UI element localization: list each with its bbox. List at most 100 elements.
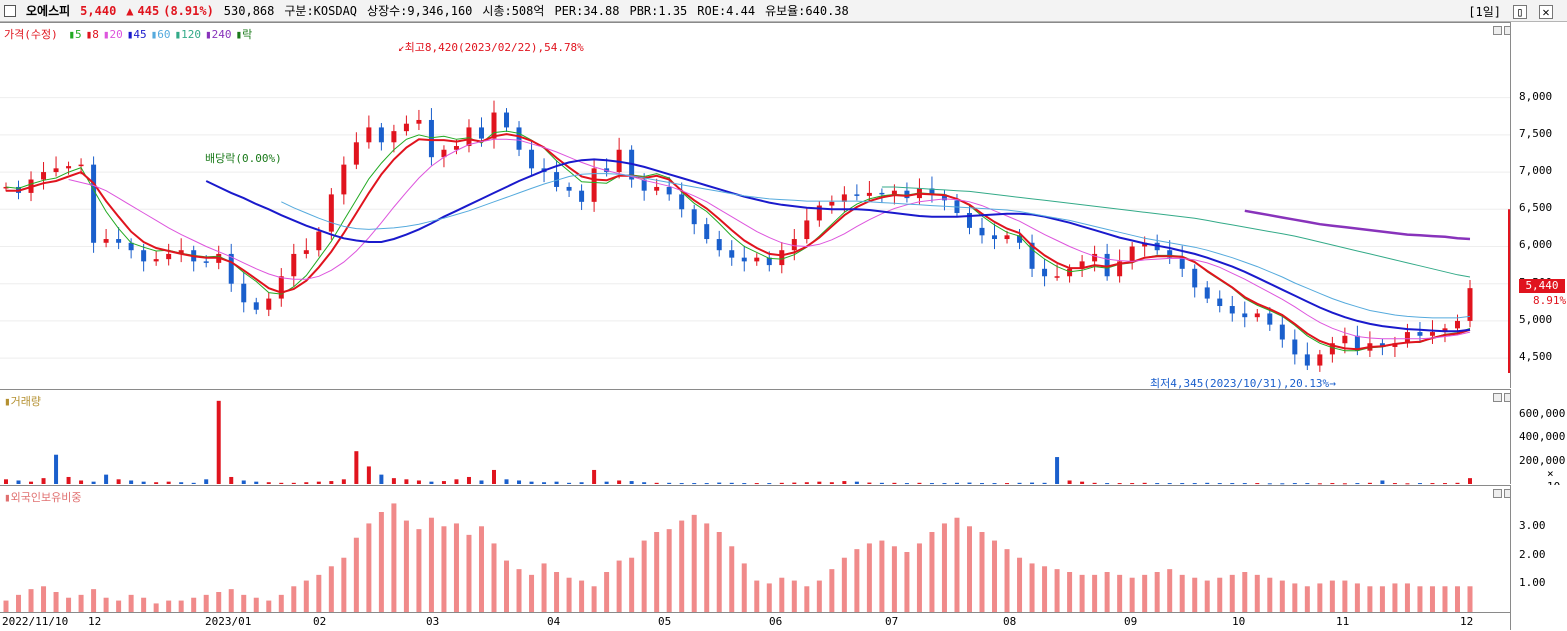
volume-bar-45 (567, 482, 572, 484)
volume-bar-110 (1380, 480, 1385, 484)
volume-bar-94 (1180, 483, 1185, 485)
volume-bar-104 (1305, 483, 1310, 485)
candle-body-75 (941, 194, 947, 201)
foreign-bar-36 (453, 523, 459, 612)
foreign-bar-109 (1367, 586, 1373, 612)
foreign-bar-60 (754, 580, 760, 612)
foreign-bar-53 (666, 529, 672, 612)
volume-bar-13 (166, 481, 171, 484)
foreign-bar-27 (341, 557, 347, 612)
select-checkbox[interactable] (4, 4, 16, 17)
candle-body-113 (1417, 332, 1423, 336)
foreign-bar-106 (1329, 580, 1335, 612)
legend-ma-0[interactable]: ▮5 (68, 28, 82, 41)
price-legend: 가격(수정) ▮5 ▮8 ▮20 ▮45 ▮60 ▮120 ▮240 ▮락 (4, 26, 256, 42)
volume-pane-minimize-icon[interactable] (1493, 393, 1502, 402)
volume-bar-78 (980, 483, 984, 485)
volume-bar-82 (1030, 482, 1035, 484)
legend-ma-5[interactable]: ▮120 (174, 28, 201, 41)
foreign-bar-100 (1254, 574, 1260, 612)
foreign-bar-5 (66, 597, 72, 612)
candle-body-10 (128, 242, 134, 251)
volume-bar-71 (892, 482, 897, 484)
volume-bar-12 (154, 482, 159, 484)
volume-bar-70 (879, 482, 884, 484)
foreign-tick-1: 2.00 (1519, 547, 1546, 561)
candle-body-90 (1129, 246, 1135, 262)
legend-ma-3[interactable]: ▮45 (126, 28, 147, 41)
legend-ma-2[interactable]: ▮20 (102, 28, 123, 41)
volume-bar-69 (867, 482, 872, 484)
candle-body-67 (841, 194, 847, 202)
restore-window-icon[interactable]: ▯ (1513, 4, 1527, 19)
last-price-pct: 8.91% (1533, 294, 1567, 307)
volume-bar-84 (1055, 457, 1060, 484)
volume-bar-50 (629, 481, 634, 484)
price-tick-7: 4,500 (1519, 350, 1553, 364)
foreign-bar-1 (16, 594, 22, 612)
candle-body-21 (266, 298, 272, 310)
foreign-bar-19 (241, 594, 247, 612)
volume-bar-33 (416, 480, 421, 484)
stock-name[interactable]: 오에스피 (26, 4, 71, 18)
volume-bar-105 (1317, 483, 1322, 485)
volume-bar-93 (1167, 483, 1172, 485)
foreign-ownership-pane[interactable]: ▮외국인보유비중 (0, 485, 1513, 613)
foreign-bar-20 (253, 597, 259, 612)
volume-bar-63 (792, 482, 797, 484)
foreign-bar-45 (566, 577, 572, 612)
volume-bar-64 (804, 482, 809, 484)
foreign-bar-80 (1004, 549, 1010, 612)
date-tick-7: 06 (769, 615, 783, 628)
candle-body-101 (1267, 313, 1273, 325)
volume-bar-29 (366, 466, 371, 484)
foreign-bar-7 (91, 589, 97, 612)
volume-bar-5 (66, 476, 71, 484)
foreign-bar-37 (466, 534, 472, 612)
volume-bar-76 (954, 482, 959, 484)
foreign-bar-40 (504, 560, 510, 612)
volume-bar-20 (254, 481, 259, 484)
foreign-bar-87 (1092, 574, 1098, 612)
date-tick-0: 2022/11/10 (2, 615, 69, 628)
date-tick-10: 09 (1124, 615, 1138, 628)
volume-bar-36 (454, 479, 459, 484)
foreign-bar-8 (103, 597, 109, 612)
foreign-bar-113 (1417, 586, 1423, 612)
candle-body-51 (641, 179, 647, 191)
volume-bar-62 (779, 482, 784, 484)
pane-minimize-icon[interactable] (1493, 26, 1502, 35)
foreign-bar-71 (891, 546, 897, 612)
volume-bar-43 (542, 482, 547, 484)
foreign-pane-minimize-icon[interactable] (1493, 489, 1502, 498)
close-window-icon[interactable]: ✕ (1539, 4, 1553, 19)
foreign-axis: 3.00 2.00 1.00 (1510, 485, 1567, 630)
legend-ma-6[interactable]: ▮240 (204, 28, 232, 41)
volume-bar-38 (479, 480, 484, 484)
date-tick-8: 07 (885, 615, 899, 628)
legend-ma-1[interactable]: ▮8 (85, 28, 99, 41)
volume-bar-44 (554, 481, 559, 484)
candle-body-0 (3, 186, 9, 189)
volume-bar-96 (1205, 482, 1210, 484)
foreign-bar-82 (1029, 563, 1035, 612)
candle-body-37 (466, 127, 472, 147)
period-selector[interactable]: [1일] (1468, 5, 1501, 19)
volume-chart-pane[interactable]: ▮거래량 (0, 389, 1513, 485)
foreign-bar-107 (1342, 580, 1348, 612)
candle-body-47 (591, 168, 597, 202)
candle-body-61 (766, 257, 772, 266)
trade-volume: 530,868 (223, 3, 275, 18)
volume-bar-61 (767, 483, 772, 485)
foreign-bar-98 (1229, 574, 1235, 612)
date-axis: 2022/11/10 12 2023/01 02 03 04 05 06 07 08 09 10 11 1… (0, 612, 1510, 631)
volume-bar-9 (116, 479, 121, 484)
candle-body-40 (504, 112, 510, 128)
volume-bar-92 (1155, 483, 1160, 485)
legend-ma-4[interactable]: ▮60 (150, 28, 171, 41)
volume-bar-90 (1130, 483, 1135, 485)
legend-ma-7[interactable]: ▮락 (235, 28, 253, 41)
price-chart-pane[interactable]: 가격(수정) ▮5 ▮8 ▮20 ▮45 ▮60 ▮120 ▮240 ▮락 ↙최고8,420(… (0, 22, 1513, 390)
candle-body-65 (816, 205, 822, 221)
candle-body-93 (1167, 250, 1173, 258)
